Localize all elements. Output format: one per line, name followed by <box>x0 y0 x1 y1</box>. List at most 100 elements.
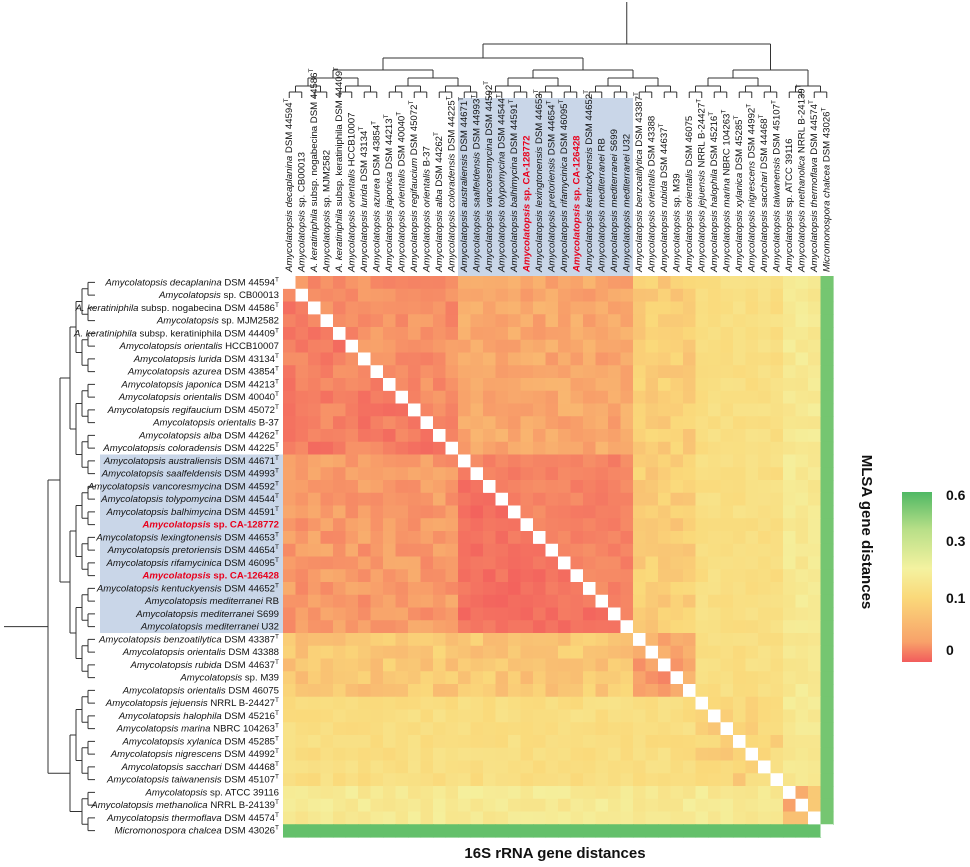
heatmap-cell <box>633 378 647 392</box>
heatmap-cell <box>745 352 759 366</box>
heatmap-cell <box>808 582 822 596</box>
heatmap-cell <box>820 620 834 634</box>
heatmap-cell <box>395 620 409 634</box>
heatmap-cell <box>533 288 547 303</box>
heatmap-cell <box>420 556 434 570</box>
heatmap-cell <box>745 429 759 443</box>
heatmap-cell <box>308 569 322 583</box>
heatmap-cell <box>708 301 722 315</box>
heatmap-cell <box>533 696 547 711</box>
heatmap-cell <box>508 327 522 341</box>
heatmap-cell <box>308 786 322 800</box>
heatmap-cell <box>470 594 484 609</box>
heatmap-cell <box>795 403 809 417</box>
heatmap-cell <box>495 339 509 354</box>
heatmap-cell <box>408 327 422 341</box>
heatmap-cell <box>670 531 684 545</box>
heatmap-cell <box>783 582 797 596</box>
heatmap-cell <box>533 454 547 468</box>
heatmap-cell <box>358 582 372 596</box>
heatmap-cell <box>658 314 672 328</box>
heatmap-cell <box>620 798 634 813</box>
heatmap-cell <box>633 645 647 660</box>
heatmap-cell <box>708 569 722 583</box>
heatmap-cell <box>545 658 559 672</box>
heatmap-cell <box>795 582 809 596</box>
heatmap-cell <box>383 543 397 558</box>
heatmap-cell <box>795 378 809 392</box>
diagonal-cell <box>358 352 371 366</box>
heatmap-cell <box>570 467 584 481</box>
heatmap-cell <box>633 735 647 749</box>
heatmap-cell <box>458 339 472 354</box>
heatmap-cell <box>583 441 597 456</box>
heatmap-cell <box>420 467 434 481</box>
heatmap-cell <box>458 633 472 647</box>
column-label: Micromonospora chalcea DSM 43026T <box>821 107 833 272</box>
heatmap-cell <box>395 543 409 558</box>
heatmap-cell <box>758 645 772 660</box>
heatmap-cell <box>633 327 647 341</box>
heatmap-cell <box>633 390 647 405</box>
heatmap-cell <box>383 339 397 354</box>
heatmap-cell <box>420 301 434 315</box>
heatmap-cell <box>533 543 547 558</box>
heatmap-cell <box>570 454 584 468</box>
row-label: Amycolatopsis australiensis DSM 44671T <box>103 455 279 467</box>
heatmap-cell <box>570 811 584 825</box>
heatmap-cell <box>595 543 609 558</box>
heatmap-cell <box>658 773 672 787</box>
heatmap-cell <box>720 429 734 443</box>
heatmap-cell <box>483 518 497 532</box>
heatmap-cell <box>295 378 309 392</box>
heatmap-cell <box>383 492 397 507</box>
heatmap-cell <box>395 735 409 749</box>
heatmap-cell <box>470 786 484 800</box>
heatmap-cell <box>720 543 734 558</box>
heatmap-cell <box>658 798 672 813</box>
heatmap-cell <box>545 645 559 660</box>
heatmap-cell <box>633 416 647 430</box>
heatmap-cell <box>595 607 609 621</box>
heatmap-cell <box>395 492 409 507</box>
heatmap-cell <box>433 390 447 405</box>
heatmap-cell <box>820 786 834 800</box>
heatmap-cell <box>420 696 434 711</box>
heatmap-cell <box>670 288 684 303</box>
heatmap-cell <box>320 709 334 723</box>
heatmap-cell <box>545 416 559 430</box>
heatmap-cell <box>795 645 809 660</box>
heatmap-cell <box>420 811 434 825</box>
heatmap-cell <box>795 760 809 774</box>
heatmap-cell <box>320 735 334 749</box>
heatmap-cell <box>808 454 822 468</box>
heatmap-cell <box>683 543 697 558</box>
heatmap-cell <box>595 441 609 456</box>
heatmap-cell <box>708 441 722 456</box>
heatmap-cell <box>283 339 297 354</box>
heatmap-cell <box>820 633 834 647</box>
heatmap-cell <box>533 378 547 392</box>
heatmap-cell <box>370 492 384 507</box>
heatmap-cell <box>633 518 647 532</box>
heatmap-cell <box>770 811 784 825</box>
heatmap-cell <box>520 811 534 825</box>
heatmap-cell <box>320 607 334 621</box>
heatmap-cell <box>458 378 472 392</box>
heatmap-cell <box>370 582 384 596</box>
heatmap-cell <box>783 556 797 570</box>
heatmap-cell <box>570 582 584 596</box>
row-label: Amycolatopsis alba DSM 44262T <box>138 429 279 441</box>
heatmap-cell <box>445 403 459 417</box>
heatmap-cell <box>745 301 759 315</box>
heatmap-cell <box>533 824 547 838</box>
row-label: Amycolatopsis sp. MJM2582 <box>156 316 279 327</box>
heatmap-cell <box>720 556 734 570</box>
heatmap-cell <box>408 633 422 647</box>
heatmap-cell <box>570 492 584 507</box>
heatmap-cell <box>595 709 609 723</box>
heatmap-cell <box>820 811 834 825</box>
heatmap-cell <box>808 620 822 634</box>
heatmap-cell <box>420 735 434 749</box>
heatmap-cell <box>558 671 572 685</box>
